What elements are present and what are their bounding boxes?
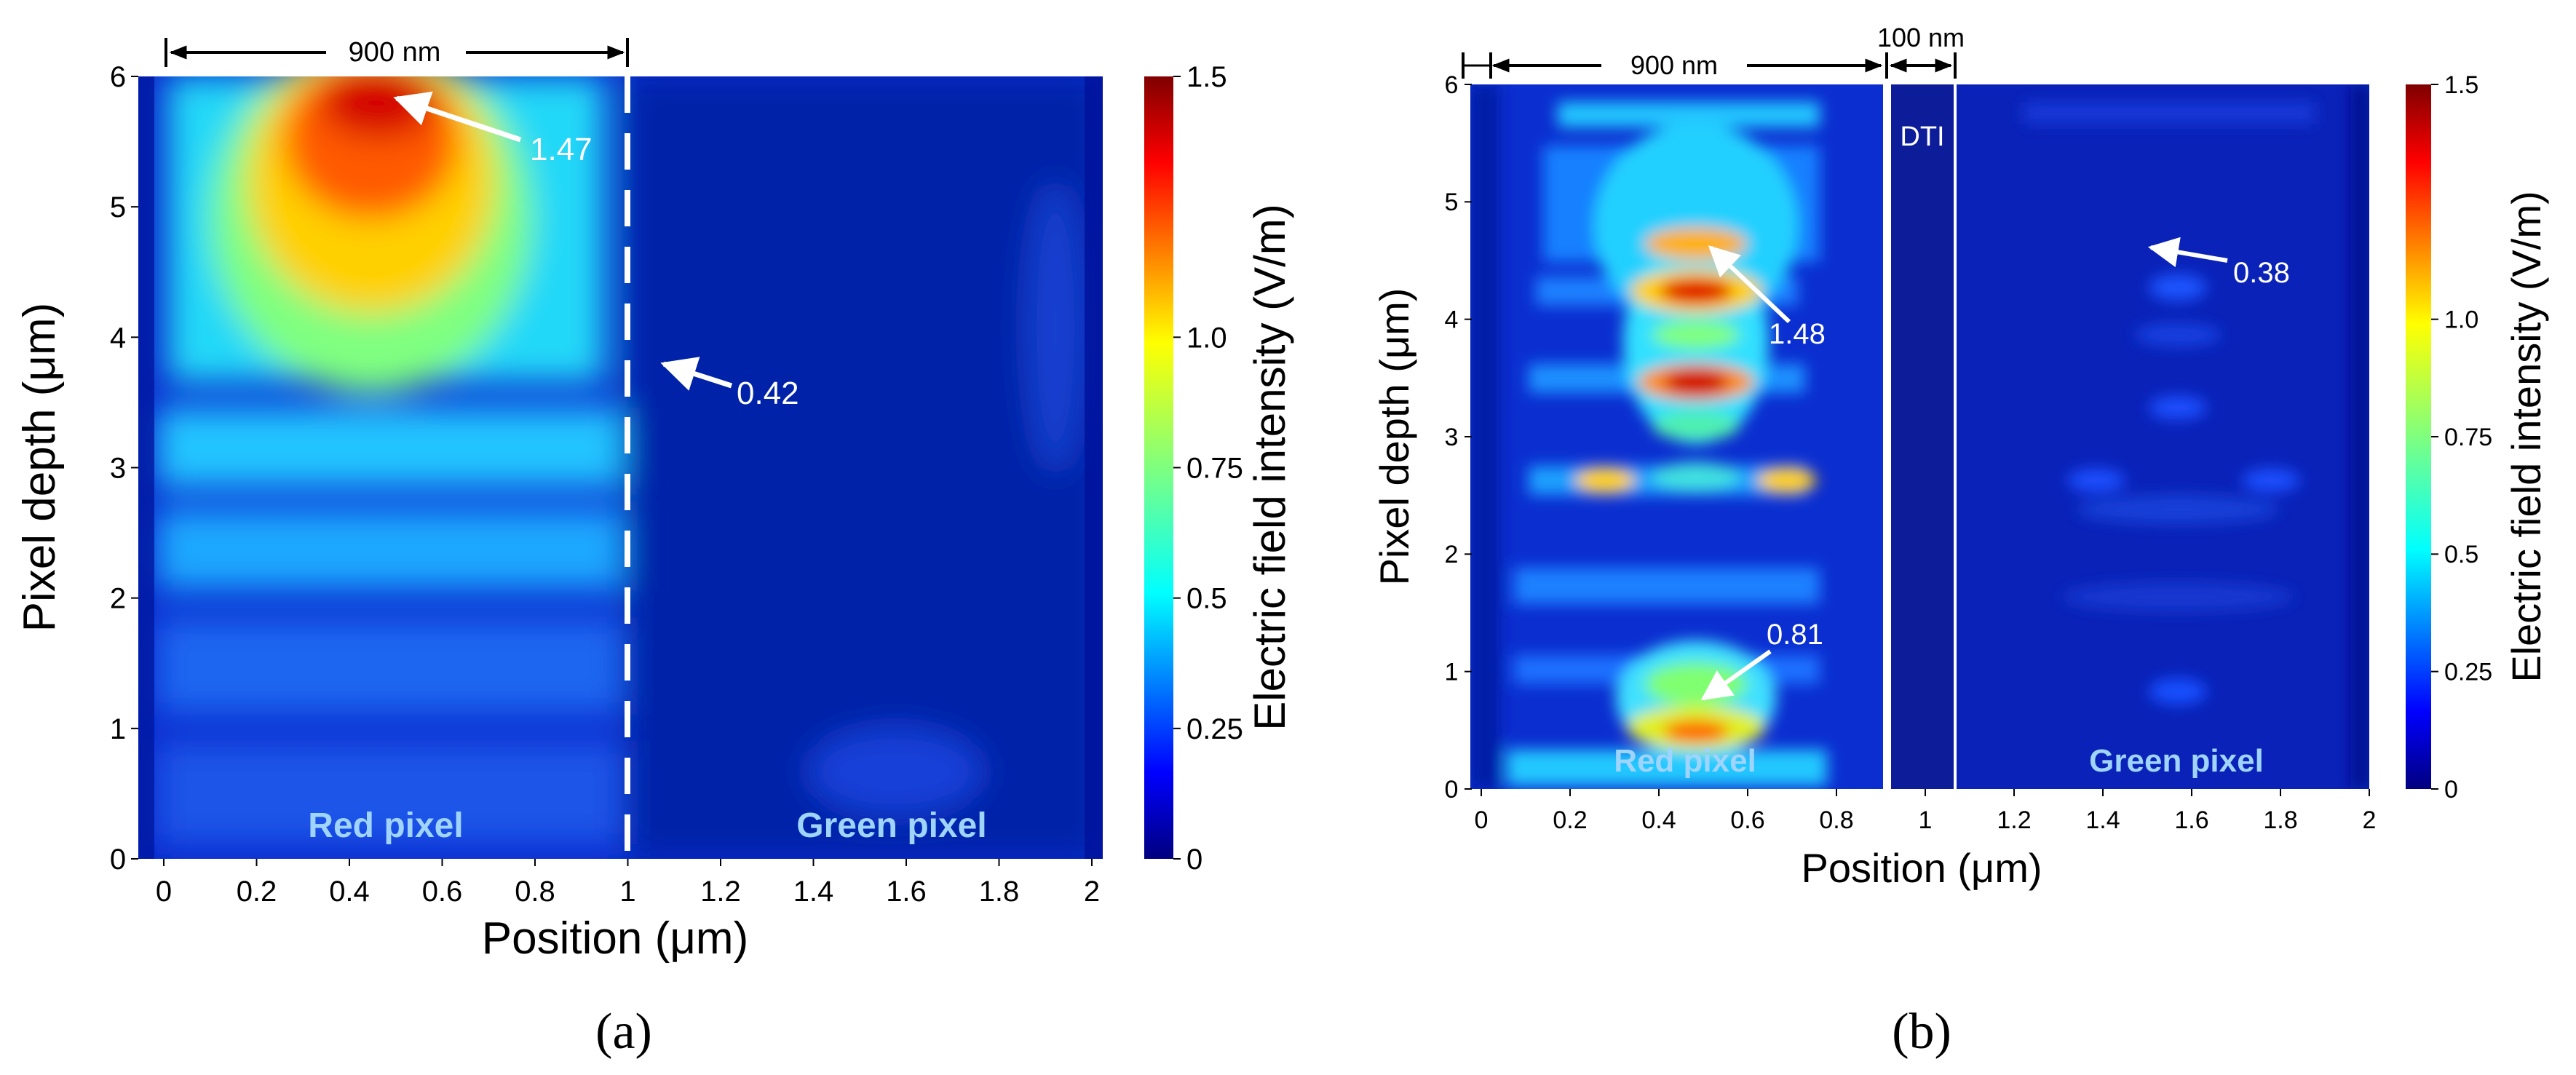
y-tick-label: 0 [1445,776,1459,804]
y-axis-b: 0 1 2 3 4 5 6 [1445,71,1472,804]
colorbar-a: 0 0.25 0.5 0.75 1.0 1.5 Electric field intens… [1144,61,1294,876]
x-tick-label: 1.2 [1997,806,2031,834]
x-tick-label: 0 [156,876,172,908]
x-axis-a: 0 0.2 0.4 0.6 0.8 1 1.2 1.4 1.6 1.8 2 [156,859,1100,908]
colorbar-tick-label: 1.5 [2444,71,2478,99]
panel-b: DTI 0 0.2 0.4 0.6 0.8 1 1.2 1.4 1.6 1.8 2 0123456 … [1371,23,2549,1060]
y-tick-label: 3 [110,453,126,485]
x-tick-label: 0.6 [422,876,463,908]
dti-label: DTI [1900,122,1944,152]
colorbar-tick-label: 0 [2444,776,2458,804]
colorbar-tick-label: 0.5 [2444,541,2478,568]
y-tick-label: 5 [1445,189,1459,216]
y-tick-label: 1 [1445,659,1459,686]
colorbar-label-a: Electric field intensity (V/m) [1245,204,1294,731]
svg-text:0.42: 0.42 [737,376,799,411]
y-tick-label: 5 [110,191,126,223]
y-axis-a: 0 1 2 3 4 5 6 [110,61,138,876]
svg-text:0.81: 0.81 [1767,619,1823,651]
x-tick-label: 0.8 [515,876,555,908]
x-tick-label: 1.6 [886,876,927,908]
colorbar-tick-label: 0.5 [1186,583,1227,615]
y-tick-label: 1 [110,713,126,745]
colorbar-tick-label: 1.0 [2444,306,2478,334]
y-axis-label-b: Pixel depth (μm) [1371,288,1417,586]
x-tick-label: 0.8 [1819,806,1853,834]
dimension-label: 900 nm [1630,50,1718,80]
x-axis-label-b: Position (μm) [1802,845,2042,891]
y-tick-label: 0 [110,844,126,876]
dimension-label: 100 nm [1877,23,1965,52]
colorbar-tick-label: 1.5 [1186,61,1227,93]
x-tick-label: 1.8 [979,876,1020,908]
colorbar-tick-label: 0.25 [1186,713,1243,745]
colorbar-tick-label: 0.75 [1186,453,1243,485]
x-tick-label: 1.6 [2174,806,2208,834]
svg-text:1.48: 1.48 [1769,318,1826,350]
dimension-900nm-a: 900 nm [165,37,629,68]
x-axis-label-a: Position (μm) [482,913,748,964]
heatmap-b [1470,84,2369,789]
x-tick-label: 1 [619,876,635,908]
svg-text:1.47: 1.47 [530,132,593,167]
panel-label-b: (b) [1892,1004,1951,1060]
annotation-0.38: 0.38 [2147,237,2290,289]
colorbar-tick-label: 1.0 [1186,322,1227,354]
panel-a: 0 0.2 0.4 0.6 0.8 1 1.2 1.4 1.6 1.8 2 0 1 2 3 4 5 6 900 … [15,37,1294,1060]
dimension-100nm-b: 100 nm [1877,23,1965,79]
y-tick-label: 2 [110,583,126,615]
x-tick-label: 1 [1919,806,1933,834]
x-tick-label: 2 [1084,876,1100,908]
colorbar-label-b: Electric field intensity (V/m) [2503,191,2549,682]
colorbar-tick-label: 0.25 [2444,659,2492,686]
x-tick-label: 1.4 [2085,806,2120,834]
annotation-0.42: 0.42 [660,357,799,411]
y-axis-label-a: Pixel depth (μm) [15,303,65,632]
region-label-red-pixel: Red pixel [308,806,463,845]
annotation-0.81: 0.81 [1700,619,1823,701]
dimension-900nm-b: 900 nm [1462,50,1883,80]
x-tick-label: 1.8 [2263,806,2297,834]
region-label-green-pixel: Green pixel [2089,743,2264,779]
dimension-label: 900 nm [349,37,441,68]
annotation-1.47: 1.47 [393,91,593,167]
x-tick-label: 0.4 [329,876,370,908]
x-tick-label: 2 [2363,806,2377,834]
panel-label-a: (a) [595,1004,652,1060]
svg-text:0.38: 0.38 [2233,257,2290,289]
region-label-green-pixel: Green pixel [796,806,986,845]
y-tick-label: 2 [1445,541,1459,568]
y-tick-label: 6 [110,61,126,93]
x-tick-label: 1.4 [793,876,834,908]
x-tick-label: 0.2 [1553,806,1587,834]
colorbar-b: 0 0.25 0.5 0.75 1.0 1.5 Electric field intens… [2406,71,2549,804]
y-tick-label: 6 [1445,71,1459,99]
x-tick-label: 0 [1475,806,1489,834]
y-tick-label: 4 [1445,306,1459,334]
heatmap-a [138,76,1103,859]
colorbar-tick-label: 0 [1186,844,1202,876]
x-tick-label: 1.2 [700,876,741,908]
colorbar-tick-label: 0.75 [2444,424,2492,451]
x-tick-label: 0.6 [1730,806,1764,834]
region-label-red-pixel: Red pixel [1614,743,1756,779]
y-tick-label: 3 [1445,424,1459,451]
x-tick-label: 0.2 [237,876,277,908]
y-tick-label: 4 [110,322,126,354]
x-axis-b: 0 0.2 0.4 0.6 0.8 1 1.2 1.4 1.6 1.8 2 [1475,789,2377,834]
annotation-1.48: 1.48 [1708,245,1826,350]
x-tick-label: 0.4 [1641,806,1676,834]
